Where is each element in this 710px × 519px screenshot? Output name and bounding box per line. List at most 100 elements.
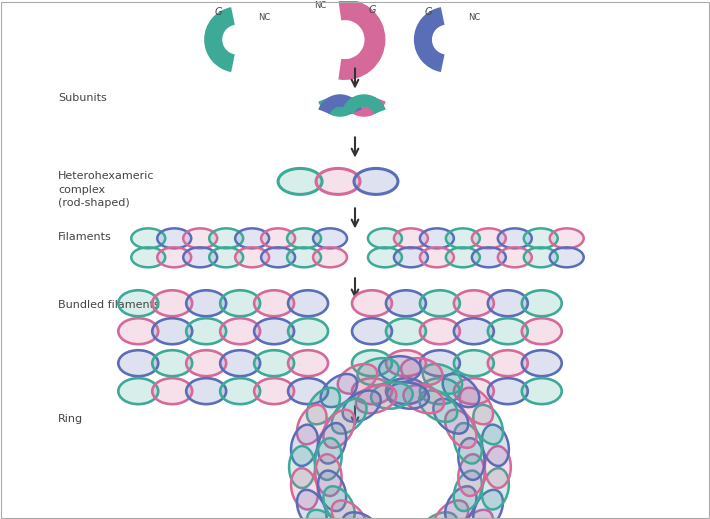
Ellipse shape	[315, 454, 342, 496]
Ellipse shape	[522, 378, 562, 404]
Ellipse shape	[220, 378, 260, 404]
Ellipse shape	[488, 290, 528, 316]
Ellipse shape	[488, 350, 528, 376]
Ellipse shape	[386, 318, 426, 344]
Ellipse shape	[318, 471, 346, 511]
Ellipse shape	[454, 350, 494, 376]
Ellipse shape	[152, 350, 192, 376]
Ellipse shape	[420, 350, 460, 376]
Ellipse shape	[522, 350, 562, 376]
Ellipse shape	[261, 248, 295, 267]
Ellipse shape	[131, 248, 165, 267]
Ellipse shape	[522, 290, 562, 316]
Text: G: G	[424, 7, 432, 17]
Ellipse shape	[288, 350, 328, 376]
Ellipse shape	[183, 228, 217, 248]
Ellipse shape	[152, 290, 192, 316]
Ellipse shape	[332, 399, 366, 434]
Ellipse shape	[220, 318, 260, 344]
Ellipse shape	[522, 318, 562, 344]
Ellipse shape	[420, 228, 454, 248]
Ellipse shape	[338, 364, 377, 394]
Ellipse shape	[368, 228, 402, 248]
Ellipse shape	[307, 510, 340, 519]
Ellipse shape	[183, 248, 217, 267]
Ellipse shape	[403, 385, 444, 413]
Ellipse shape	[445, 410, 476, 448]
Ellipse shape	[152, 378, 192, 404]
Ellipse shape	[394, 248, 428, 267]
Ellipse shape	[289, 446, 315, 488]
Text: G: G	[368, 5, 376, 15]
Ellipse shape	[332, 500, 366, 519]
Ellipse shape	[474, 405, 503, 444]
Ellipse shape	[488, 378, 528, 404]
Ellipse shape	[220, 350, 260, 376]
Ellipse shape	[323, 486, 355, 519]
Text: Bundled filaments: Bundled filaments	[58, 301, 160, 310]
Ellipse shape	[488, 318, 528, 344]
Ellipse shape	[131, 228, 165, 248]
Ellipse shape	[119, 378, 158, 404]
Ellipse shape	[278, 169, 322, 195]
Ellipse shape	[420, 378, 460, 404]
Ellipse shape	[422, 364, 462, 394]
Ellipse shape	[291, 425, 318, 466]
Ellipse shape	[186, 378, 226, 404]
Ellipse shape	[420, 318, 460, 344]
Ellipse shape	[209, 248, 243, 267]
Text: Heterohexameric
complex
(rod-shaped): Heterohexameric complex (rod-shaped)	[58, 171, 155, 208]
Ellipse shape	[401, 358, 442, 385]
Ellipse shape	[235, 248, 269, 267]
Ellipse shape	[321, 374, 357, 407]
Ellipse shape	[313, 228, 347, 248]
Ellipse shape	[254, 290, 294, 316]
Ellipse shape	[186, 350, 226, 376]
Ellipse shape	[445, 486, 476, 519]
Ellipse shape	[454, 318, 494, 344]
Ellipse shape	[474, 490, 503, 519]
Ellipse shape	[254, 378, 294, 404]
Ellipse shape	[152, 318, 192, 344]
Ellipse shape	[394, 228, 428, 248]
Text: Filaments: Filaments	[58, 233, 112, 242]
Ellipse shape	[446, 248, 480, 267]
Ellipse shape	[454, 423, 482, 463]
Ellipse shape	[386, 350, 426, 376]
Ellipse shape	[352, 290, 392, 316]
Ellipse shape	[358, 358, 399, 385]
Ellipse shape	[186, 290, 226, 316]
Ellipse shape	[307, 388, 340, 425]
Ellipse shape	[482, 468, 509, 510]
Ellipse shape	[297, 405, 327, 444]
Ellipse shape	[261, 228, 295, 248]
Ellipse shape	[454, 471, 482, 511]
Ellipse shape	[235, 228, 269, 248]
Ellipse shape	[119, 290, 158, 316]
Ellipse shape	[472, 228, 506, 248]
Text: Subunits: Subunits	[58, 92, 107, 103]
Ellipse shape	[420, 290, 460, 316]
Ellipse shape	[482, 425, 509, 466]
Ellipse shape	[524, 228, 558, 248]
Ellipse shape	[157, 248, 191, 267]
Ellipse shape	[356, 385, 396, 413]
Ellipse shape	[420, 248, 454, 267]
Text: G: G	[214, 7, 222, 17]
Ellipse shape	[157, 228, 191, 248]
Ellipse shape	[368, 248, 402, 267]
Ellipse shape	[458, 454, 484, 496]
Ellipse shape	[119, 350, 158, 376]
Ellipse shape	[288, 378, 328, 404]
Ellipse shape	[472, 248, 506, 267]
Text: NC: NC	[314, 1, 326, 10]
Ellipse shape	[433, 500, 468, 519]
Ellipse shape	[254, 350, 294, 376]
Ellipse shape	[315, 438, 342, 480]
Ellipse shape	[291, 468, 318, 510]
Ellipse shape	[498, 228, 532, 248]
Ellipse shape	[460, 510, 493, 519]
Text: NC: NC	[468, 13, 480, 22]
Ellipse shape	[352, 350, 392, 376]
Ellipse shape	[386, 378, 426, 404]
